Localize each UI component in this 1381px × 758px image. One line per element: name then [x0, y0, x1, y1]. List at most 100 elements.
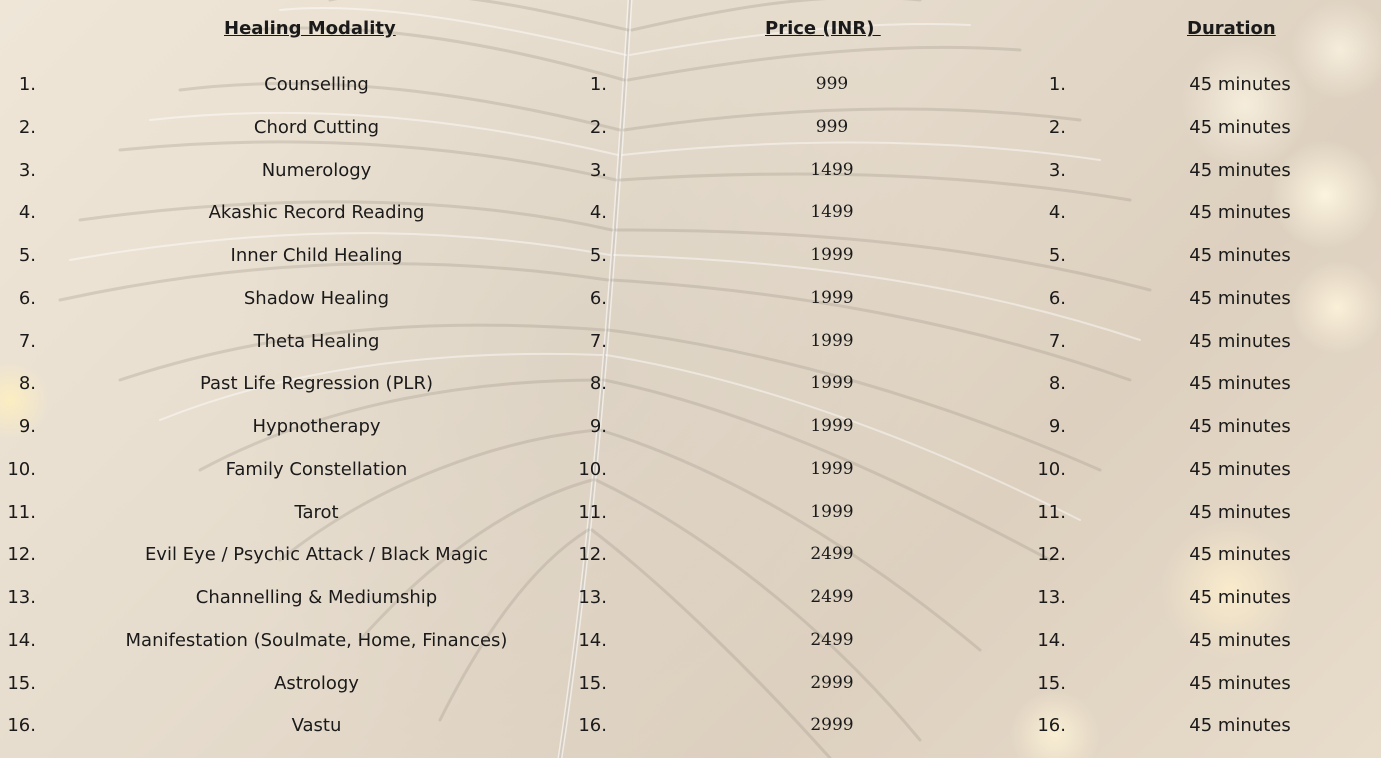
duration-value: 45 minutes	[1189, 287, 1291, 309]
table-row: 16. Vastu 16. 2999 16. 45 minutes	[0, 715, 1381, 755]
modality-name: Hypnotherapy	[252, 416, 381, 437]
modality-row-number: 4.	[18, 202, 36, 224]
price-value: 999	[815, 74, 849, 94]
bokeh-light	[1270, 140, 1380, 250]
duration-value: 45 minutes	[1189, 373, 1291, 395]
table-row: 14. Manifestation (Soulmate, Home, Financ…	[0, 630, 1381, 670]
price-header: Price (INR)	[765, 18, 881, 39]
modality-name: Counselling	[264, 74, 369, 95]
duration-value: 45 minutes	[1189, 544, 1291, 566]
duration-row-number: 13.	[1037, 587, 1066, 608]
modality-row-number: 13.	[7, 587, 36, 608]
price-value: 1999	[810, 458, 854, 479]
bokeh-light	[1010, 690, 1100, 758]
price-row-number: 2.	[589, 116, 607, 138]
duration-row-number: 14.	[1037, 629, 1066, 651]
modality-name: Akashic Record Reading	[208, 202, 425, 224]
duration-row-number: 10.	[1037, 458, 1066, 480]
modality-row-number: 5.	[18, 245, 36, 266]
duration-value: 45 minutes	[1189, 245, 1291, 266]
price-row-number: 8.	[589, 373, 607, 395]
duration-row-number: 3.	[1048, 159, 1066, 181]
table-row: 13. Channelling & Mediumship 13. 2499 13. 45 …	[0, 587, 1381, 627]
table-row: 5. Inner Child Healing 5. 1999 5. 45 minutes	[0, 245, 1381, 285]
duration-value: 45 minutes	[1189, 116, 1291, 138]
price-value: 1999	[810, 501, 854, 522]
modality-name: Vastu	[291, 715, 342, 737]
table-row: 4. Akashic Record Reading 4. 1499 4. 45 minut…	[0, 202, 1381, 242]
duration-value: 45 minutes	[1189, 672, 1291, 694]
table-row: 11. Tarot 11. 1999 11. 45 minutes	[0, 502, 1381, 542]
price-row-number: 4.	[589, 202, 607, 224]
modality-row-number: 12.	[7, 544, 36, 566]
price-value: 1999	[810, 330, 854, 351]
modality-name: Numerology	[261, 159, 372, 181]
price-row-number: 11.	[578, 501, 607, 523]
duration-row-number: 4.	[1048, 202, 1066, 224]
modality-name: Manifestation (Soulmate, Home, Finances)	[125, 629, 508, 651]
price-value: 1499	[810, 202, 854, 223]
duration-value: 45 minutes	[1189, 330, 1291, 352]
price-value: 1999	[810, 416, 854, 436]
duration-header: Duration	[1187, 18, 1276, 39]
table-row: 6. Shadow Healing 6. 1999 6. 45 minutes	[0, 288, 1381, 328]
price-row-number: 3.	[589, 159, 607, 181]
modality-row-number: 16.	[7, 715, 36, 737]
price-row-number: 13.	[578, 587, 607, 608]
duration-value: 45 minutes	[1189, 629, 1291, 651]
duration-row-number: 8.	[1048, 373, 1066, 395]
price-row-number: 1.	[589, 74, 607, 95]
table-row: 8. Past Life Regression (PLR) 8. 1999 8. 45 m…	[0, 373, 1381, 413]
price-value: 1999	[810, 245, 854, 265]
bokeh-light	[1180, 40, 1310, 170]
modality-name: Channelling & Mediumship	[195, 587, 438, 608]
price-row-number: 16.	[578, 715, 607, 737]
table-row: 10. Family Constellation 10. 1999 10. 45 minu…	[0, 459, 1381, 499]
duration-value: 45 minutes	[1189, 715, 1291, 737]
modality-row-number: 7.	[18, 330, 36, 352]
duration-row-number: 11.	[1037, 501, 1066, 523]
price-value: 2999	[810, 672, 854, 693]
duration-value: 45 minutes	[1189, 416, 1291, 437]
modality-row-number: 3.	[18, 159, 36, 181]
price-value: 1499	[810, 159, 854, 180]
modality-name: Astrology	[274, 672, 359, 694]
price-value: 1999	[810, 287, 854, 308]
duration-value: 45 minutes	[1189, 159, 1291, 181]
modality-name: Tarot	[294, 501, 339, 523]
price-row-number: 12.	[578, 544, 607, 566]
modality-row-number: 1.	[18, 74, 36, 95]
modality-name: Theta Healing	[253, 330, 380, 352]
modality-row-number: 14.	[7, 629, 36, 651]
price-row-number: 9.	[589, 416, 607, 437]
price-value: 2999	[810, 715, 854, 736]
duration-row-number: 9.	[1048, 416, 1066, 437]
duration-row-number: 16.	[1037, 715, 1066, 737]
duration-value: 45 minutes	[1189, 587, 1291, 608]
modality-row-number: 15.	[7, 672, 36, 694]
modality-name: Inner Child Healing	[230, 245, 403, 266]
price-row-number: 5.	[589, 245, 607, 266]
modality-row-number: 9.	[18, 416, 36, 437]
price-row-number: 10.	[578, 458, 607, 480]
price-value: 2499	[810, 544, 854, 565]
price-value: 999	[815, 116, 849, 137]
table-row: 9. Hypnotherapy 9. 1999 9. 45 minutes	[0, 416, 1381, 456]
bokeh-light	[1290, 0, 1381, 100]
modality-row-number: 11.	[7, 501, 36, 523]
duration-row-number: 15.	[1037, 672, 1066, 694]
modality-name: Evil Eye / Psychic Attack / Black Magic	[144, 544, 489, 566]
table-row: 2. Chord Cutting 2. 999 2. 45 minutes	[0, 117, 1381, 157]
duration-row-number: 12.	[1037, 544, 1066, 566]
price-row-number: 15.	[578, 672, 607, 694]
duration-row-number: 2.	[1048, 116, 1066, 138]
price-value: 2499	[810, 629, 854, 650]
table-row: 12. Evil Eye / Psychic Attack / Black Mag…	[0, 544, 1381, 584]
modality-name: Chord Cutting	[253, 116, 380, 138]
modality-header: Healing Modality	[224, 18, 396, 39]
duration-value: 45 minutes	[1189, 202, 1291, 224]
price-row-number: 14.	[578, 629, 607, 651]
modality-name: Family Constellation	[225, 458, 408, 480]
table-row: 7. Theta Healing 7. 1999 7. 45 minutes	[0, 331, 1381, 371]
